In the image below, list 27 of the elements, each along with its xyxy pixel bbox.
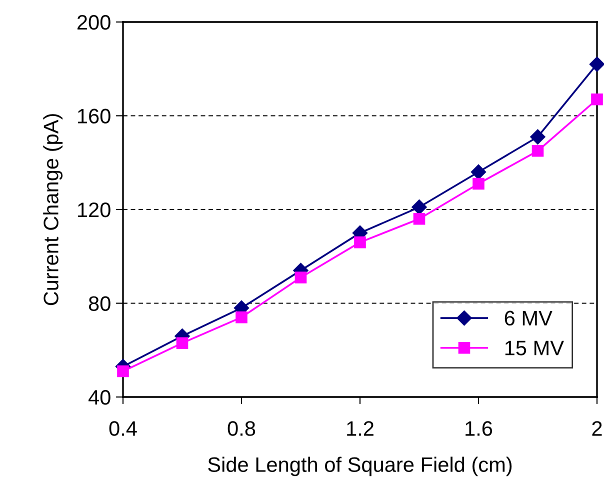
y-tick-label: 160	[78, 108, 110, 124]
point	[532, 145, 544, 157]
point	[472, 178, 484, 190]
point	[470, 164, 486, 180]
point	[530, 129, 546, 144]
x-tick-label: 0.8	[228, 421, 256, 436]
x-tick-label: 1.2	[347, 421, 374, 436]
y-axis-title: Current Change (pA)	[43, 114, 63, 306]
x-tick-label: 2	[592, 421, 602, 436]
y-tick-label: 80	[88, 296, 110, 312]
point	[412, 200, 427, 215]
point	[117, 365, 129, 378]
x-axis-title: Side Length of Square Field (cm)	[208, 456, 512, 476]
point	[591, 93, 603, 106]
point	[354, 236, 366, 248]
point	[294, 272, 307, 284]
y-tick-label: 200	[77, 15, 110, 30]
point	[589, 56, 604, 72]
y-tick-label: 120	[78, 202, 110, 218]
legend-label: 15 MV	[505, 340, 564, 356]
point	[176, 337, 188, 349]
point	[236, 311, 248, 324]
y-tick-label: 40	[88, 390, 110, 405]
x-tick-label: 0.4	[109, 421, 137, 436]
legend-label: 6 MV	[504, 310, 552, 326]
point	[413, 212, 426, 225]
x-tick-label: 1.6	[466, 421, 492, 436]
